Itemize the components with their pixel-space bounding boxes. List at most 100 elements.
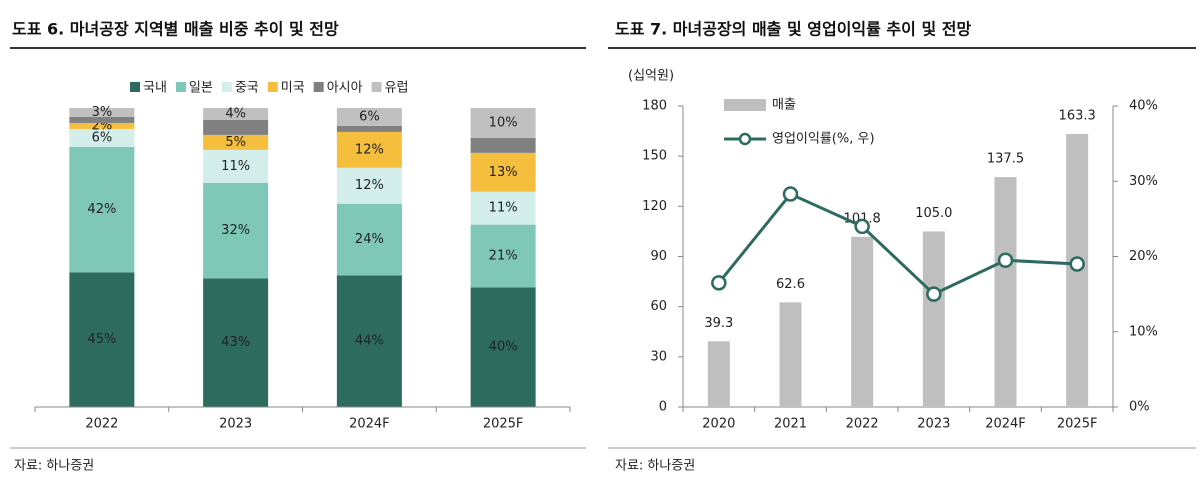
- legend-swatch: [724, 99, 766, 111]
- legend-label: 매출: [772, 98, 796, 113]
- data-label: 3%: [92, 105, 113, 120]
- bar-segment: [69, 108, 135, 117]
- legend-label: 아시아: [327, 81, 363, 96]
- bar-segment: [336, 275, 402, 407]
- bar-segment: [336, 131, 402, 168]
- x-tick-label: 2025F: [483, 417, 524, 432]
- bar-segment: [203, 108, 269, 120]
- data-label: 42%: [87, 202, 116, 217]
- legend-label: 일본: [189, 81, 213, 96]
- bar-segment: [203, 182, 269, 279]
- bar-segment: [69, 146, 135, 273]
- bar: [851, 236, 874, 407]
- x-tick-label: 2020: [702, 417, 735, 432]
- bar-segment: [69, 122, 135, 129]
- bar: [922, 231, 945, 407]
- data-label: 11%: [221, 159, 250, 174]
- data-label: 43%: [221, 335, 250, 350]
- data-label: 13%: [489, 165, 518, 180]
- chart-title: 도표 7. 마녀공장의 매출 및 영업이익률 추이 및 전망: [615, 20, 971, 39]
- data-label: 163.3: [1059, 108, 1096, 123]
- legend-swatch: [313, 82, 324, 92]
- y-tick-label: 150: [642, 149, 667, 164]
- bar: [779, 302, 802, 407]
- y-tick-label: 90: [650, 249, 667, 264]
- data-label: 40%: [489, 340, 518, 355]
- legend-swatch: [221, 82, 232, 92]
- bar-segment: [336, 108, 402, 126]
- legend-label: 유럽: [385, 81, 409, 96]
- data-label: 5%: [225, 135, 246, 150]
- legend-swatch: [267, 82, 278, 92]
- bar-segment: [470, 108, 536, 138]
- bar: [707, 341, 730, 407]
- bar: [994, 177, 1017, 407]
- legend-label: 중국: [235, 81, 259, 96]
- data-label: 21%: [489, 249, 518, 264]
- source: 자료: 하나증권: [14, 459, 94, 474]
- y-tick-label: 0: [659, 400, 667, 415]
- line-marker: [782, 186, 799, 202]
- x-tick-label: 2021: [774, 417, 807, 432]
- legend-swatch: [371, 82, 382, 92]
- data-label: 12%: [355, 142, 384, 157]
- data-label: 39.3: [704, 316, 733, 331]
- bar-segment: [470, 224, 536, 288]
- data-label: 6%: [359, 109, 380, 124]
- legend-label: 영업이익률(%, 우): [772, 132, 875, 147]
- x-tick-label: 2022: [85, 417, 118, 432]
- y-tick-label: 120: [642, 199, 667, 214]
- y-tick-label: 30: [650, 349, 667, 364]
- x-tick-label: 2023: [219, 417, 252, 432]
- data-label: 32%: [221, 223, 250, 238]
- legend-swatch: [175, 82, 186, 92]
- data-label: 11%: [489, 201, 518, 216]
- line-marker: [854, 218, 870, 235]
- line-marker: [1069, 256, 1085, 272]
- x-tick-label: 2025F: [1057, 417, 1098, 432]
- bar-segment: [336, 125, 402, 132]
- line-marker: [926, 286, 942, 302]
- bar-segment: [69, 128, 135, 147]
- bar-segment: [203, 149, 269, 183]
- bar-segment: [470, 152, 536, 192]
- x-tick-label: 2024F: [985, 417, 1026, 432]
- x-tick-label: 2023: [917, 417, 950, 432]
- bar-segment: [470, 191, 536, 225]
- bar-segment: [203, 119, 269, 135]
- y2-tick-label: 30%: [1129, 174, 1158, 189]
- line: [717, 192, 1078, 296]
- bar-segment: [336, 203, 402, 276]
- bar-segment: [336, 167, 402, 204]
- y-axis-label: (십억원): [628, 69, 674, 84]
- bar-segment: [69, 272, 135, 407]
- legend-label: 미국: [281, 81, 305, 96]
- data-label: 12%: [355, 178, 384, 193]
- chart-title: 도표 6. 마녀공장 지역별 매출 비중 추이 및 전망: [12, 20, 339, 39]
- y2-tick-label: 40%: [1129, 99, 1158, 114]
- data-label: 10%: [489, 115, 518, 130]
- source: 자료: 하나증권: [615, 459, 695, 474]
- y-tick-label: 180: [642, 99, 667, 114]
- data-label: 4%: [225, 106, 246, 121]
- data-label: 24%: [355, 232, 384, 247]
- bar-segment: [470, 137, 536, 153]
- line-marker: [997, 252, 1014, 269]
- legend-label: 국내: [143, 81, 167, 96]
- y2-tick-label: 0%: [1129, 400, 1150, 415]
- y2-tick-label: 20%: [1129, 249, 1158, 264]
- bar-segment: [203, 134, 269, 150]
- y-tick-label: 60: [650, 299, 667, 314]
- bar-segment: [470, 287, 536, 407]
- data-label: 6%: [92, 130, 113, 145]
- data-label: 44%: [355, 334, 384, 349]
- data-label: 62.6: [776, 277, 805, 292]
- legend-marker: [738, 132, 752, 146]
- bar-segment: [203, 278, 269, 407]
- y2-tick-label: 10%: [1129, 324, 1158, 339]
- x-tick-label: 2022: [846, 417, 879, 432]
- bar-segment: [69, 116, 135, 123]
- line-marker: [711, 275, 727, 291]
- data-label: 45%: [87, 332, 116, 347]
